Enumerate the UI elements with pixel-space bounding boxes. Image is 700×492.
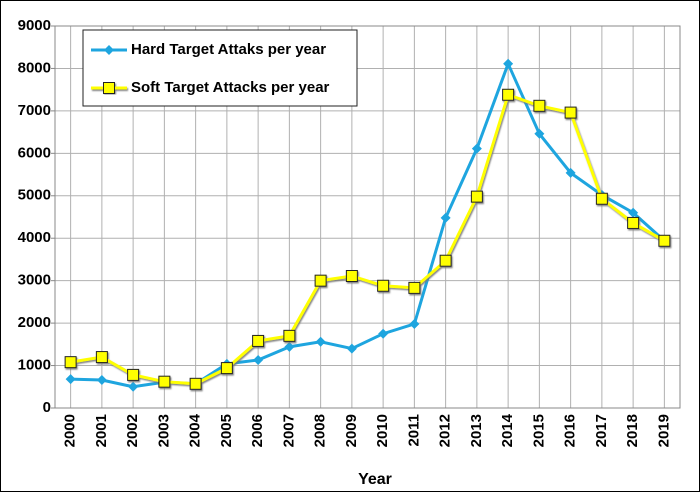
x-tick-label: 2012 bbox=[437, 414, 454, 447]
point bbox=[127, 368, 140, 381]
x-tick-label: 2002 bbox=[124, 414, 141, 447]
point bbox=[408, 281, 421, 294]
x-axis-title: Year bbox=[358, 471, 392, 488]
y-tick-label: 9000 bbox=[18, 17, 51, 34]
point bbox=[252, 334, 265, 347]
x-tick-label: 2001 bbox=[93, 414, 110, 447]
point bbox=[315, 336, 326, 347]
point bbox=[595, 192, 608, 205]
x-tick-label: 2014 bbox=[499, 413, 516, 447]
y-tick-label: 1000 bbox=[18, 357, 51, 374]
point bbox=[471, 143, 482, 154]
point bbox=[440, 212, 451, 223]
point bbox=[627, 216, 640, 229]
legend-box bbox=[82, 29, 358, 107]
x-tick-label: 2003 bbox=[155, 414, 172, 447]
point bbox=[377, 279, 390, 292]
y-tick-label: 5000 bbox=[18, 187, 51, 204]
point bbox=[564, 106, 577, 119]
x-tick-label: 2004 bbox=[187, 413, 204, 447]
point bbox=[470, 190, 483, 203]
point bbox=[346, 343, 357, 354]
point bbox=[503, 58, 514, 69]
x-tick-label: 2015 bbox=[530, 414, 547, 447]
x-tick-label: 2008 bbox=[312, 414, 329, 447]
point bbox=[502, 88, 515, 101]
point bbox=[128, 381, 139, 392]
point bbox=[534, 128, 545, 139]
legend-entry bbox=[91, 45, 127, 55]
y-tick-label: 7000 bbox=[18, 102, 51, 119]
point bbox=[96, 374, 107, 385]
point bbox=[378, 328, 389, 339]
y-tick-label: 4000 bbox=[18, 229, 51, 246]
point bbox=[65, 374, 76, 385]
x-tick-label: 2017 bbox=[593, 414, 610, 447]
point bbox=[533, 99, 546, 112]
series bbox=[64, 88, 671, 390]
x-tick-label: 2013 bbox=[468, 414, 485, 447]
legend-marker bbox=[104, 45, 114, 55]
plot-border bbox=[54, 25, 681, 409]
point bbox=[284, 341, 295, 352]
legend-marker bbox=[103, 82, 115, 94]
point bbox=[565, 167, 576, 178]
x-tick-label: 2006 bbox=[249, 414, 266, 447]
legend-label: Soft Target Attacks per year bbox=[131, 79, 330, 96]
x-tick-label: 2005 bbox=[218, 414, 235, 447]
point bbox=[283, 329, 296, 342]
legend-entry bbox=[91, 82, 127, 94]
point bbox=[64, 356, 77, 369]
y-tick-label: 0 bbox=[43, 399, 51, 416]
x-tick-label: 2016 bbox=[562, 414, 579, 447]
point bbox=[95, 351, 108, 364]
point bbox=[220, 362, 233, 375]
x-tick-label: 2009 bbox=[343, 414, 360, 447]
x-tick-label: 2007 bbox=[280, 414, 297, 447]
x-tick-label: 2010 bbox=[374, 414, 391, 447]
point bbox=[314, 274, 327, 287]
point bbox=[658, 234, 671, 247]
y-tick-label: 2000 bbox=[18, 314, 51, 331]
point bbox=[628, 207, 639, 218]
x-tick-label: 2018 bbox=[624, 414, 641, 447]
y-tick-label: 8000 bbox=[18, 59, 51, 76]
legend-label: Hard Target Attaks per year bbox=[131, 41, 326, 58]
point bbox=[253, 355, 264, 366]
point bbox=[158, 375, 171, 388]
point bbox=[439, 254, 452, 267]
x-tick-label: 2019 bbox=[655, 414, 672, 447]
y-tick-label: 3000 bbox=[18, 272, 51, 289]
y-tick-label: 6000 bbox=[18, 144, 51, 161]
x-tick-label: 2011 bbox=[405, 414, 422, 447]
point bbox=[345, 269, 358, 282]
point bbox=[189, 377, 202, 390]
point bbox=[409, 318, 420, 329]
x-tick-label: 2000 bbox=[62, 414, 79, 447]
